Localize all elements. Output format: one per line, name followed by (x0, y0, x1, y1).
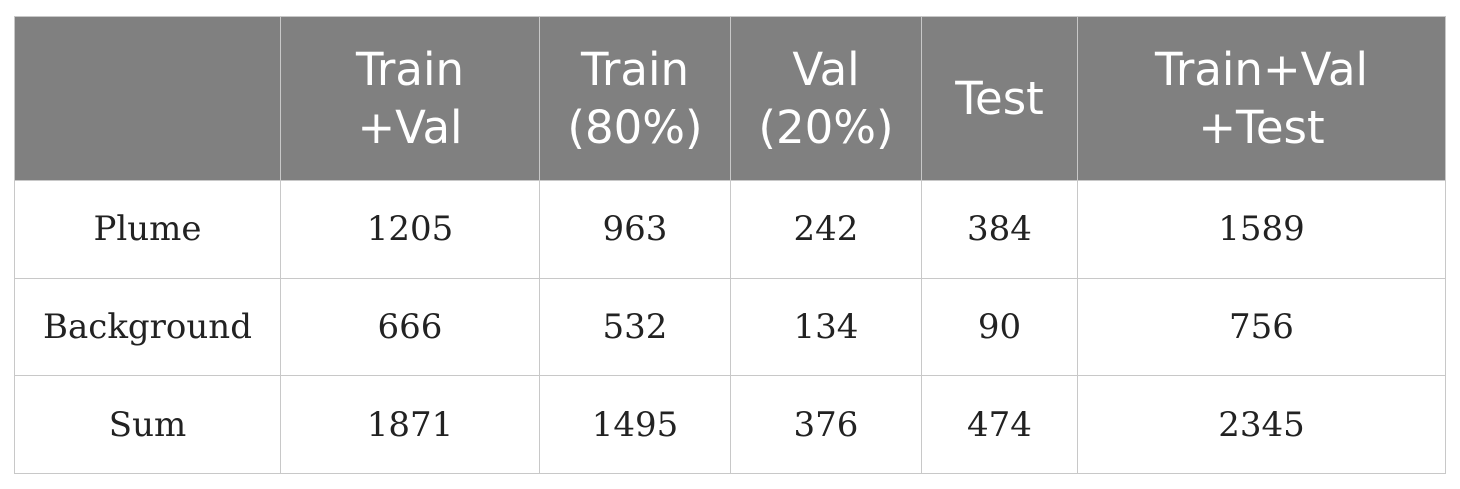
table-cell: 1205 (280, 180, 540, 279)
header-line: +Val (357, 100, 463, 154)
table-cell: 474 (921, 375, 1078, 475)
table-cell: 756 (1077, 277, 1446, 377)
table-cell: 242 (730, 180, 922, 279)
header-line: (80%) (567, 100, 703, 154)
header-line: Val (792, 42, 860, 96)
table-cell: 666 (280, 277, 540, 377)
header-cell-train-val: Train +Val (280, 16, 540, 181)
table-cell: 134 (730, 277, 922, 377)
table-cell: 1495 (539, 375, 731, 475)
header-cell-train-80: Train (80%) (539, 16, 731, 181)
header-line: Train (581, 42, 689, 96)
table-cell: 1589 (1077, 180, 1446, 279)
header-cell-empty (14, 16, 281, 181)
header-cell-test: Test (921, 16, 1078, 181)
row-label: Plume (14, 180, 281, 279)
table-row-sum: Sum 1871 1495 376 474 2345 (14, 375, 1446, 475)
header-line: +Test (1198, 100, 1325, 154)
header-line: Train (356, 42, 464, 96)
table-cell: 963 (539, 180, 731, 279)
header-cell-val-20: Val (20%) (730, 16, 922, 181)
table-header-row: Train +Val Train (80%) Val (20%) Test Tr… (14, 16, 1446, 181)
row-label: Sum (14, 375, 281, 475)
header-line: Train+Val (1154, 42, 1369, 96)
row-label: Background (14, 277, 281, 377)
table-cell: 376 (730, 375, 922, 475)
table-cell: 2345 (1077, 375, 1446, 475)
table-row-background: Background 666 532 134 90 756 (14, 277, 1446, 377)
table-cell: 90 (921, 277, 1078, 377)
header-line: (20%) (758, 100, 894, 154)
table-row-plume: Plume 1205 963 242 384 1589 (14, 180, 1446, 279)
table-cell: 532 (539, 277, 731, 377)
dataset-split-table: Train +Val Train (80%) Val (20%) Test Tr… (14, 16, 1446, 475)
header-line: Test (955, 71, 1044, 125)
table-cell: 384 (921, 180, 1078, 279)
header-cell-train-val-test: Train+Val +Test (1077, 16, 1446, 181)
table-cell: 1871 (280, 375, 540, 475)
